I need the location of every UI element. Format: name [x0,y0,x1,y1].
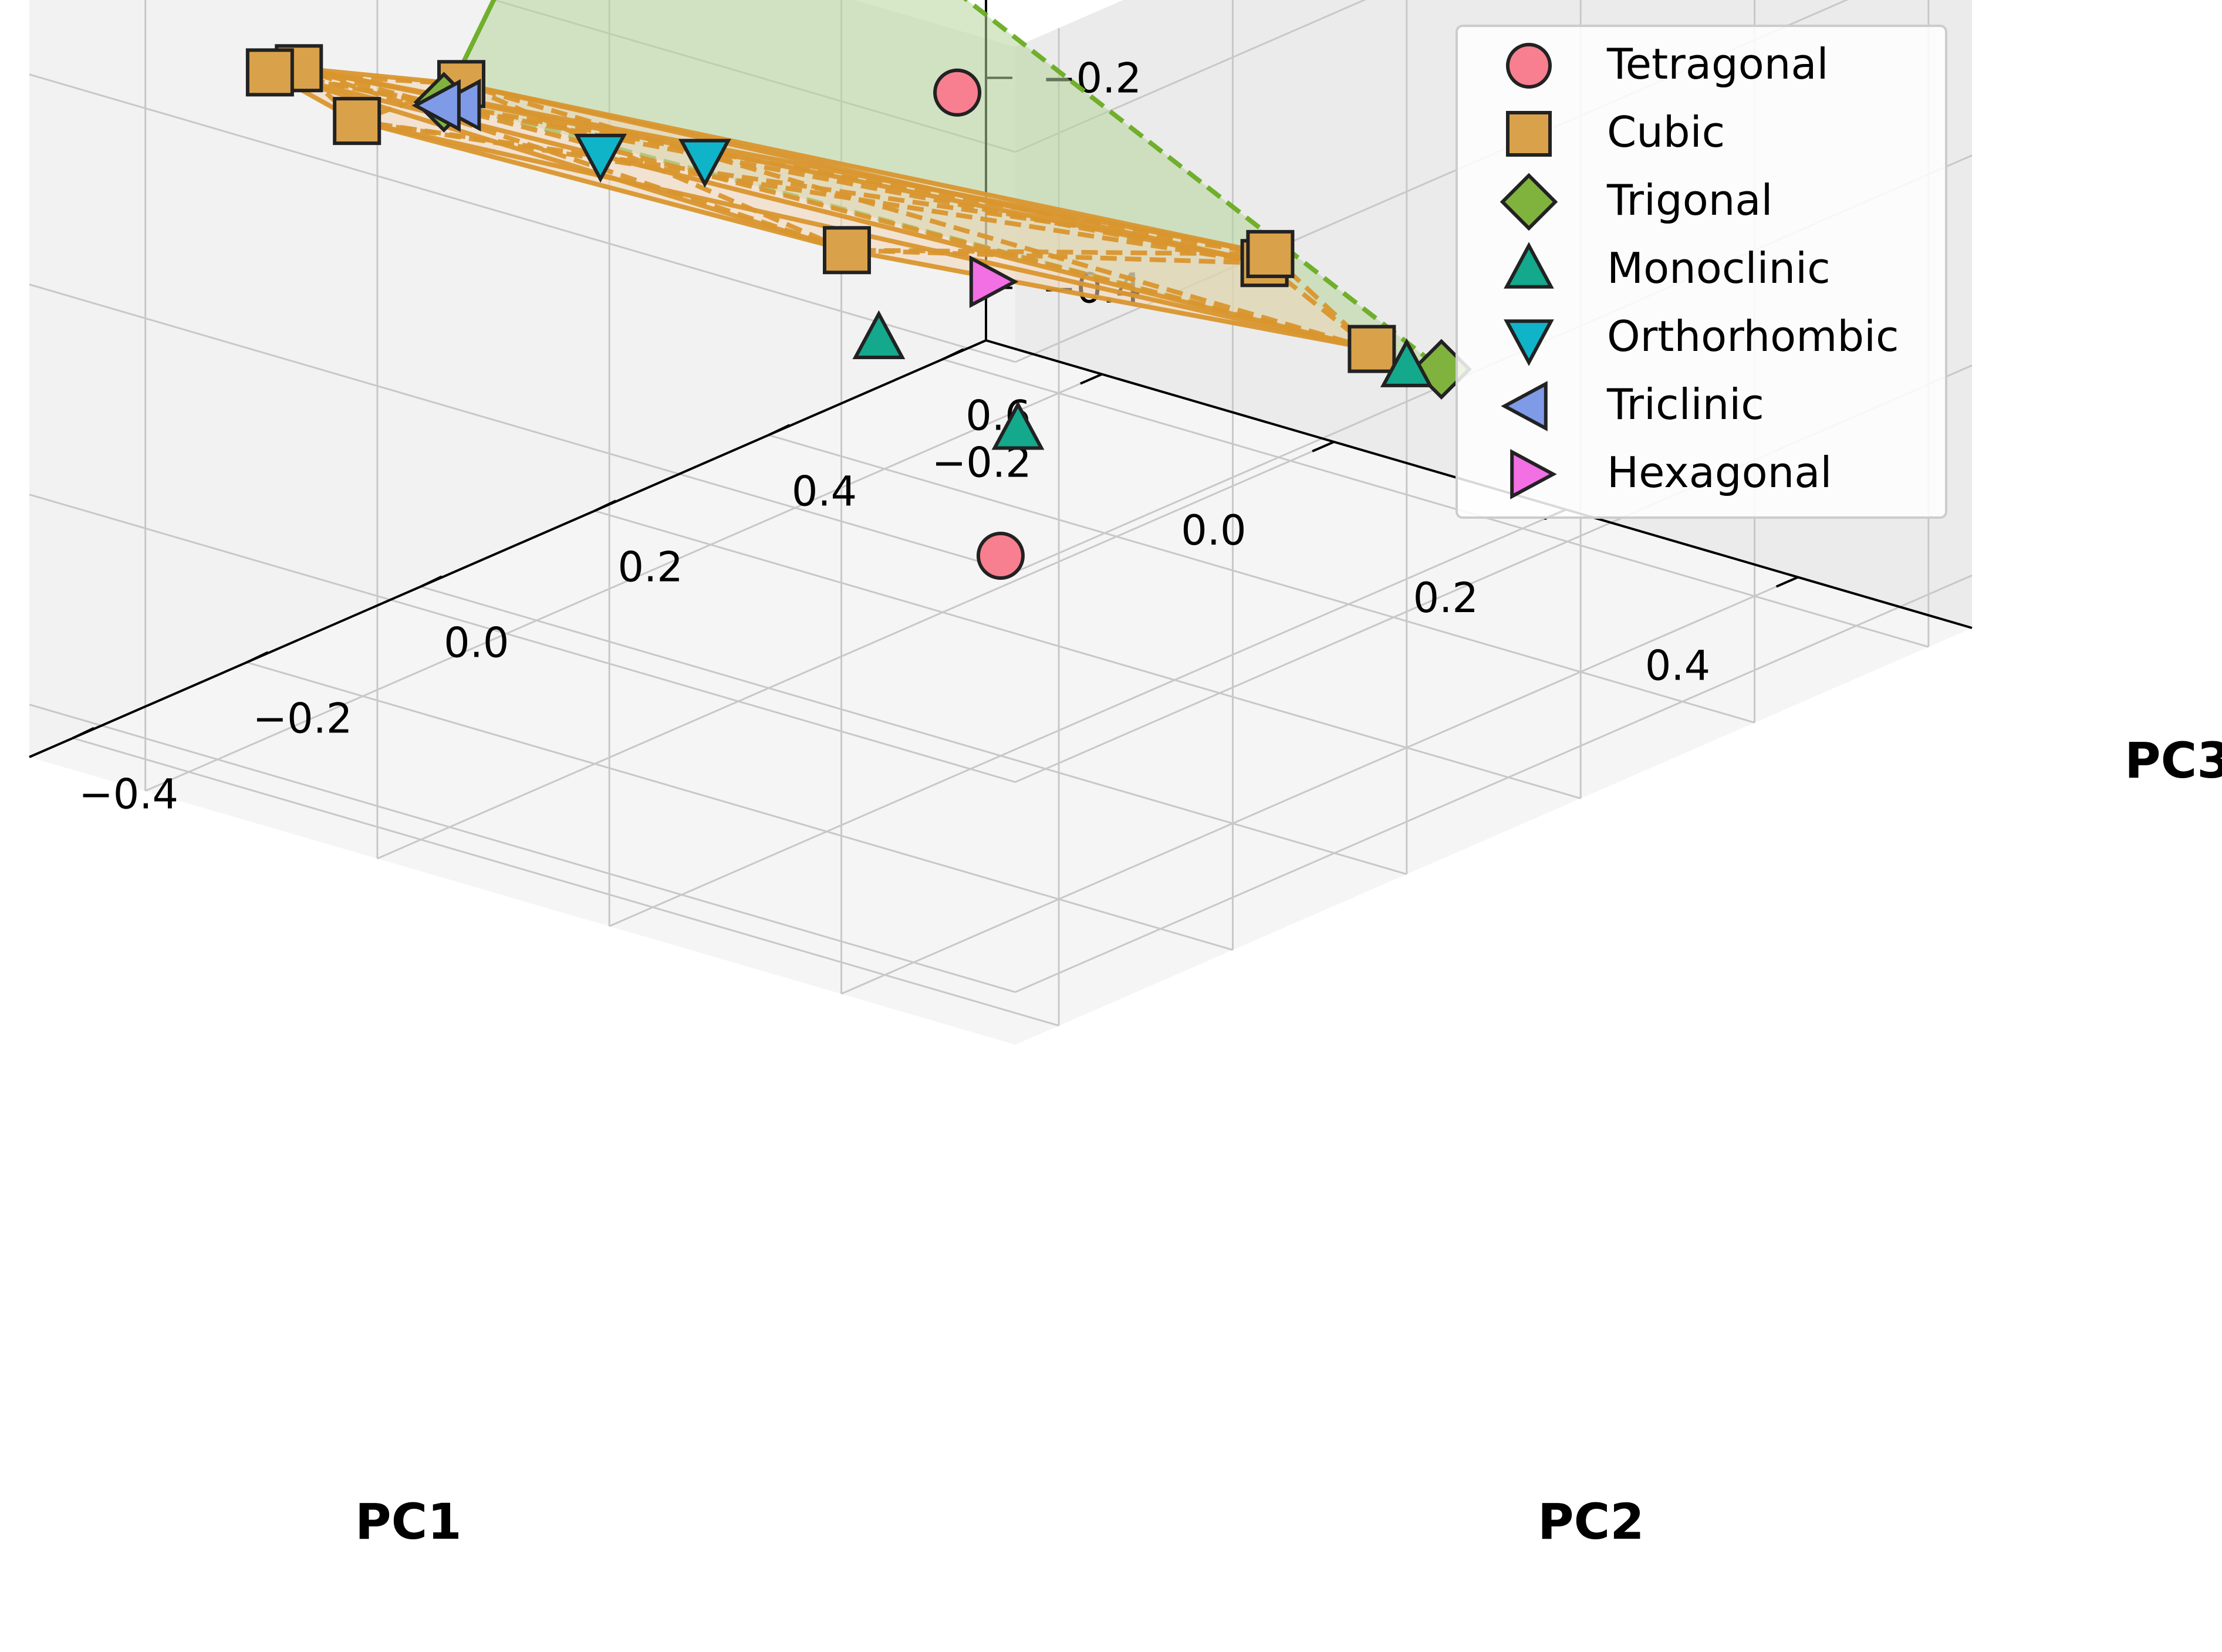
y-axis-tick [72,727,94,739]
cubic-point [1246,229,1295,278]
tetragonal-point [933,68,982,117]
legend-label-triclinic: Triclinic [1606,380,1764,429]
trigonal-hull-edge [963,0,1443,371]
y-axis-tick-label: 0.0 [444,619,509,667]
legend-label-tetragonal: Tetragonal [1606,39,1829,89]
y-axis-tick-label: −0.4 [79,771,178,819]
legend-label-hexagonal: Hexagonal [1607,448,1832,497]
trigonal-hull-edge [441,0,497,103]
x-axis-tick [1775,576,1799,588]
cubic-hull-edge [356,82,462,123]
grid-line-pc3 [1015,575,1973,993]
orthorhombic-point [678,138,731,188]
y-axis-tick [594,499,617,512]
x-axis-tick [1080,373,1103,385]
legend-marker-orthorhombic [1504,319,1554,366]
hexagonal-point [969,255,1019,308]
grid-line-pc1 [377,441,1335,860]
orthorhombic-point [574,133,627,183]
tetragonal-point [976,531,1025,580]
grid-line-pc2 [768,434,1755,724]
cubic-hull-edge [846,248,1271,256]
cubic-hull-edge [356,119,1271,256]
grid-line-pc1 [145,373,1103,792]
cubic-hull-edge [298,66,848,253]
grid-line-pc2 [594,510,1581,799]
legend-marker-hexagonal [1510,449,1557,499]
y-axis-tick [942,348,964,361]
cubic-point [823,226,871,275]
monoclinic-point [1380,338,1433,387]
x-axis-tick-label: 0.4 [1645,642,1710,690]
y-axis-tick-label: −0.2 [252,695,352,743]
legend: Tetragonal Cubic Trigonal Monoclinic Ort… [1456,25,1947,519]
monoclinic-point [852,310,906,359]
cubic-hull-edge [461,82,1271,256]
legend-label-orthorhombic: Orthorhombic [1607,312,1899,361]
x-axis-tick-label: 0.2 [1413,574,1478,622]
legend-marker-trigonal [1500,173,1558,231]
legend-label-trigonal: Trigonal [1606,175,1773,225]
grid-line-pc2 [942,358,1929,648]
x-axis-label: PC1 [355,1493,462,1550]
cubic-point [1348,325,1396,373]
y-axis-line [29,339,987,758]
cubic-hull-edge [356,119,848,253]
cubic-hull-edge [846,248,1373,352]
legend-marker-monoclinic [1504,242,1554,289]
y-axis-label: PC2 [1538,1493,1644,1550]
grid-line-pc3 [29,494,1016,783]
legend-frame [1456,25,1947,519]
grid-line-pc2 [420,586,1407,875]
legend-marker-triclinic [1501,381,1548,431]
z-axis-label: PC3 [2125,732,2222,789]
grid-line-pc3 [29,704,1016,993]
cubic-point [333,97,381,146]
legend-label-cubic: Cubic [1607,107,1725,157]
y-axis-tick [246,651,269,664]
grid-line-pc3 [29,73,1016,363]
y-axis-tick-label: 0.2 [618,543,683,591]
convex-hulls [268,0,1443,372]
cubic-point [245,48,294,97]
grid-line-pc2 [72,737,1059,1027]
grid-line-pc1 [840,576,1799,995]
grid-line-pc3 [1015,0,1367,153]
monoclinic-point [991,401,1045,450]
grid-line-pc2 [246,661,1233,951]
data-points [245,44,1472,580]
y-axis-tick [420,575,443,588]
legend-markers [1500,43,1558,499]
legend-marker-cubic [1506,111,1552,157]
y-axis-tick-label: 0.4 [792,467,857,515]
cubic-hull-edge [460,82,848,252]
legend-label-monoclinic: Monoclinic [1607,244,1831,293]
x-axis-tick-label: 0.0 [1181,506,1246,555]
y-axis-tick [768,424,791,437]
triclinic-point [411,79,461,132]
x-axis-tick [1312,441,1335,452]
legend-marker-tetragonal [1506,43,1552,89]
grid-line-pc3 [29,283,1016,573]
